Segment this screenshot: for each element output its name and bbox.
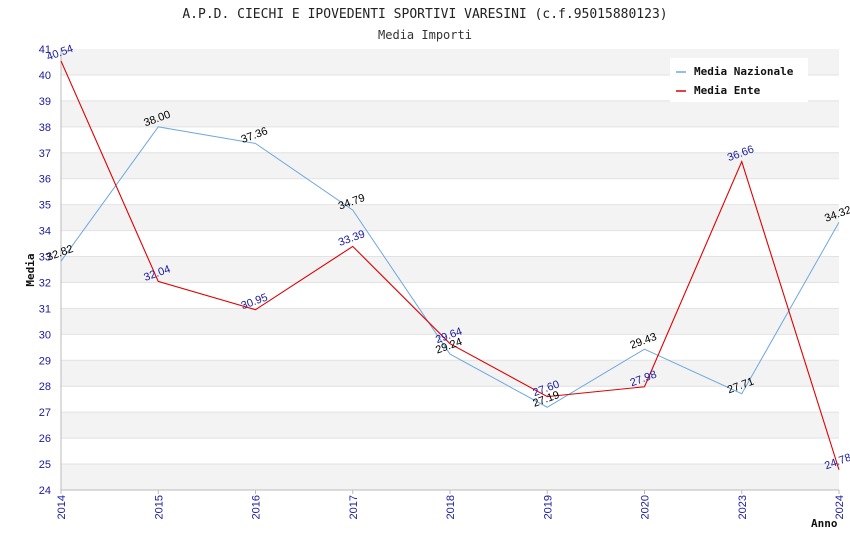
x-tick-label: 2016 bbox=[251, 495, 263, 519]
grid-band bbox=[61, 256, 839, 283]
y-tick-label: 37 bbox=[39, 148, 51, 160]
grid-band bbox=[61, 360, 839, 387]
y-tick-label: 40 bbox=[39, 70, 51, 82]
x-tick-label: 2014 bbox=[56, 495, 68, 519]
series-line-media-ente bbox=[60, 60, 840, 470]
y-tick-label: 31 bbox=[39, 303, 51, 315]
y-tick-label: 39 bbox=[39, 96, 51, 108]
grid-band bbox=[61, 412, 839, 439]
series-line-media-nazionale bbox=[60, 126, 840, 408]
y-tick-label: 33 bbox=[39, 252, 51, 264]
grid-band bbox=[61, 204, 839, 231]
y-tick-label: 41 bbox=[39, 44, 51, 56]
x-tick-label: 2017 bbox=[348, 495, 360, 519]
grid-band bbox=[61, 152, 839, 179]
x-tick-label: 2019 bbox=[542, 495, 554, 519]
y-tick-label: 38 bbox=[39, 122, 51, 134]
y-axis-label: Media bbox=[24, 253, 37, 286]
y-tick-label: 30 bbox=[39, 329, 51, 341]
grid-band bbox=[61, 308, 839, 335]
grid-band bbox=[61, 282, 839, 309]
y-tick-label: 34 bbox=[39, 226, 51, 238]
y-tick-label: 35 bbox=[39, 200, 51, 212]
legend-label-media-nazionale: Media Nazionale bbox=[694, 65, 794, 78]
y-tick-label: 24 bbox=[39, 485, 51, 497]
grid-band bbox=[61, 464, 839, 490]
legend-label-media-ente: Media Ente bbox=[694, 84, 761, 97]
series-lines bbox=[60, 60, 840, 470]
x-tick-label: 2020 bbox=[640, 495, 652, 519]
y-tick-label: 25 bbox=[39, 459, 51, 471]
x-tick-label: 2024 bbox=[834, 495, 846, 519]
chart-title: A.P.D. CIECHI E IPOVEDENTI SPORTIVI VARE… bbox=[182, 7, 667, 22]
y-tick-label: 36 bbox=[39, 174, 51, 186]
grid-band bbox=[61, 230, 839, 257]
y-tick-labels: 24 25 26 27 28 29 30 31 32 33 34 35 36 37 38 39 40 41 bbox=[39, 44, 51, 497]
grid-bands bbox=[61, 49, 839, 491]
x-axis-label: Anno bbox=[811, 517, 838, 530]
y-tick-label: 26 bbox=[39, 433, 51, 445]
grid-band bbox=[61, 100, 839, 127]
grid-band bbox=[61, 178, 839, 205]
x-tick-label: 2015 bbox=[153, 495, 165, 519]
legend: Media Nazionale Media Ente bbox=[670, 58, 808, 102]
y-tick-label: 28 bbox=[39, 381, 51, 393]
grid-band bbox=[61, 126, 839, 153]
y-tick-label: 29 bbox=[39, 355, 51, 367]
grid-band bbox=[61, 438, 839, 465]
grid-band bbox=[61, 334, 839, 361]
x-tick-label: 2018 bbox=[445, 495, 457, 519]
x-tick-labels: 2014 2015 2016 2017 2018 2019 2020 2023 2024 bbox=[56, 490, 846, 519]
grid-band bbox=[61, 386, 839, 413]
chart-subtitle: Media Importi bbox=[378, 28, 472, 42]
x-tick-label: 2023 bbox=[737, 495, 749, 519]
y-tick-label: 32 bbox=[39, 277, 51, 289]
legend-box bbox=[670, 58, 808, 102]
y-tick-label: 27 bbox=[39, 407, 51, 419]
